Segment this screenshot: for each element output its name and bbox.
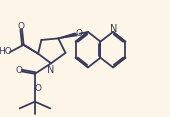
Polygon shape xyxy=(58,33,77,38)
Polygon shape xyxy=(22,44,38,54)
Text: O: O xyxy=(18,22,25,31)
Text: N: N xyxy=(110,24,117,34)
Text: N: N xyxy=(47,65,55,75)
Text: HO: HO xyxy=(0,47,12,56)
Text: O: O xyxy=(15,66,22,75)
Text: O: O xyxy=(75,29,82,38)
Text: O: O xyxy=(35,84,42,93)
